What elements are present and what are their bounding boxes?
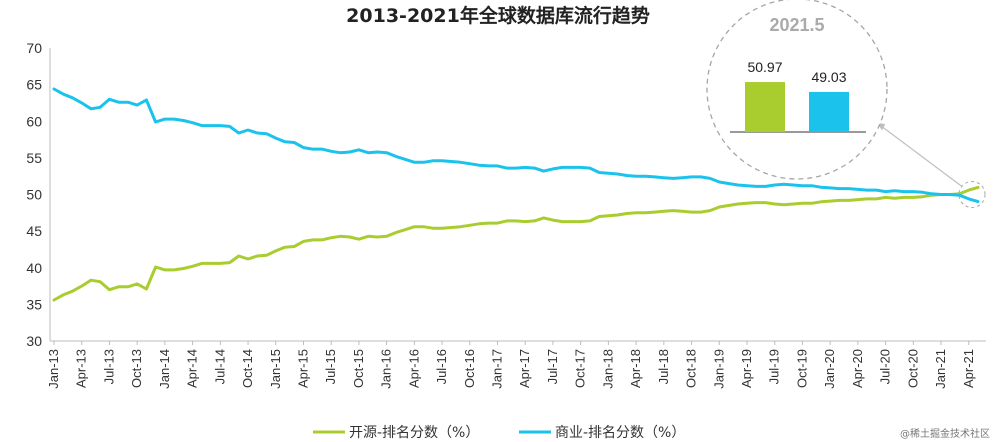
series-line-open-source	[52, 185, 980, 302]
x-tick-label: Jan-14	[157, 349, 172, 389]
y-tick-label: 45	[26, 223, 42, 239]
series-line-commercial	[52, 87, 980, 204]
x-tick-label: Oct-13	[129, 349, 144, 388]
x-tick-label: Jan-17	[490, 349, 505, 389]
x-tick-label: Jul-20	[878, 349, 893, 384]
y-tick-label: 40	[26, 260, 42, 276]
x-tick-label: Oct-20	[905, 349, 920, 388]
y-axis: 30 35 40 45 50 55 60 65 70	[26, 40, 51, 349]
y-tick-label: 50	[26, 187, 42, 203]
x-tick-label: Apr-15	[295, 349, 310, 388]
x-tick-label: Apr-20	[850, 349, 865, 388]
legend-label: 开源-排名分数（%）	[349, 425, 479, 441]
series-layer	[52, 87, 980, 302]
y-tick-label: 30	[26, 333, 42, 349]
x-tick-label: Apr-17	[517, 349, 532, 388]
endpoint-highlight-circle	[958, 181, 986, 208]
x-tick-label: Jul-19	[767, 349, 782, 384]
x-tick-label: Oct-18	[684, 349, 699, 388]
x-tick-label: Jul-17	[545, 349, 560, 384]
x-tick-label: Apr-18	[628, 349, 643, 388]
inset-bar-open-source	[745, 82, 785, 132]
x-tick-label: Oct-16	[462, 349, 477, 388]
x-tick-label: Oct-15	[351, 349, 366, 388]
y-tick-label: 35	[26, 296, 42, 312]
x-tick-label: Apr-14	[185, 349, 200, 388]
y-tick-label: 55	[26, 150, 42, 166]
y-tick-label: 65	[26, 77, 42, 93]
x-tick-label: Jul-16	[434, 349, 449, 384]
inset-bar-commercial	[809, 91, 849, 132]
x-tick-label: Oct-14	[240, 349, 255, 388]
x-tick-label: Jan-19	[711, 349, 726, 389]
x-tick-label: Jul-15	[323, 349, 338, 384]
x-tick-label: Jan-21	[933, 349, 948, 389]
callout-connector	[875, 121, 963, 187]
x-tick-label: Apr-19	[739, 349, 754, 388]
x-tick-label: Jan-18	[600, 349, 615, 389]
inset-bar-label: 49.03	[811, 69, 846, 85]
x-tick-label: Oct-19	[794, 349, 809, 388]
x-tick-label: Jul-14	[212, 349, 227, 384]
y-tick-label: 60	[26, 113, 42, 129]
x-axis: Jan-13 Apr-13 Jul-13 Oct-13 Jan-14 Apr-14 Jul-…	[46, 340, 986, 389]
chart-title: 2013-2021年全球数据库流行趋势	[346, 4, 650, 27]
x-tick-label: Jul-18	[656, 349, 671, 384]
watermark: @稀土掘金技术社区	[900, 427, 990, 440]
legend-label: 商业-排名分数（%）	[555, 425, 685, 441]
inset-bar-label: 50.97	[747, 59, 782, 75]
inset-circle	[706, 0, 888, 180]
x-tick-label: Apr-21	[961, 349, 976, 388]
x-tick-label: Apr-16	[406, 349, 421, 388]
x-tick-label: Jul-13	[101, 349, 116, 384]
x-tick-label: Jan-13	[46, 349, 61, 389]
x-tick-label: Jan-16	[379, 349, 394, 389]
x-tick-label: Jan-20	[822, 349, 837, 389]
x-tick-label: Apr-13	[74, 349, 89, 388]
inset-title: 2021.5	[769, 15, 824, 35]
x-tick-label: Jan-15	[268, 349, 283, 389]
y-tick-label: 70	[26, 40, 42, 56]
legend: 开源-排名分数（%） 商业-排名分数（%）	[313, 425, 685, 441]
x-tick-label: Oct-17	[573, 349, 588, 388]
inset-callout: 2021.5 50.97 49.03	[706, 0, 986, 208]
